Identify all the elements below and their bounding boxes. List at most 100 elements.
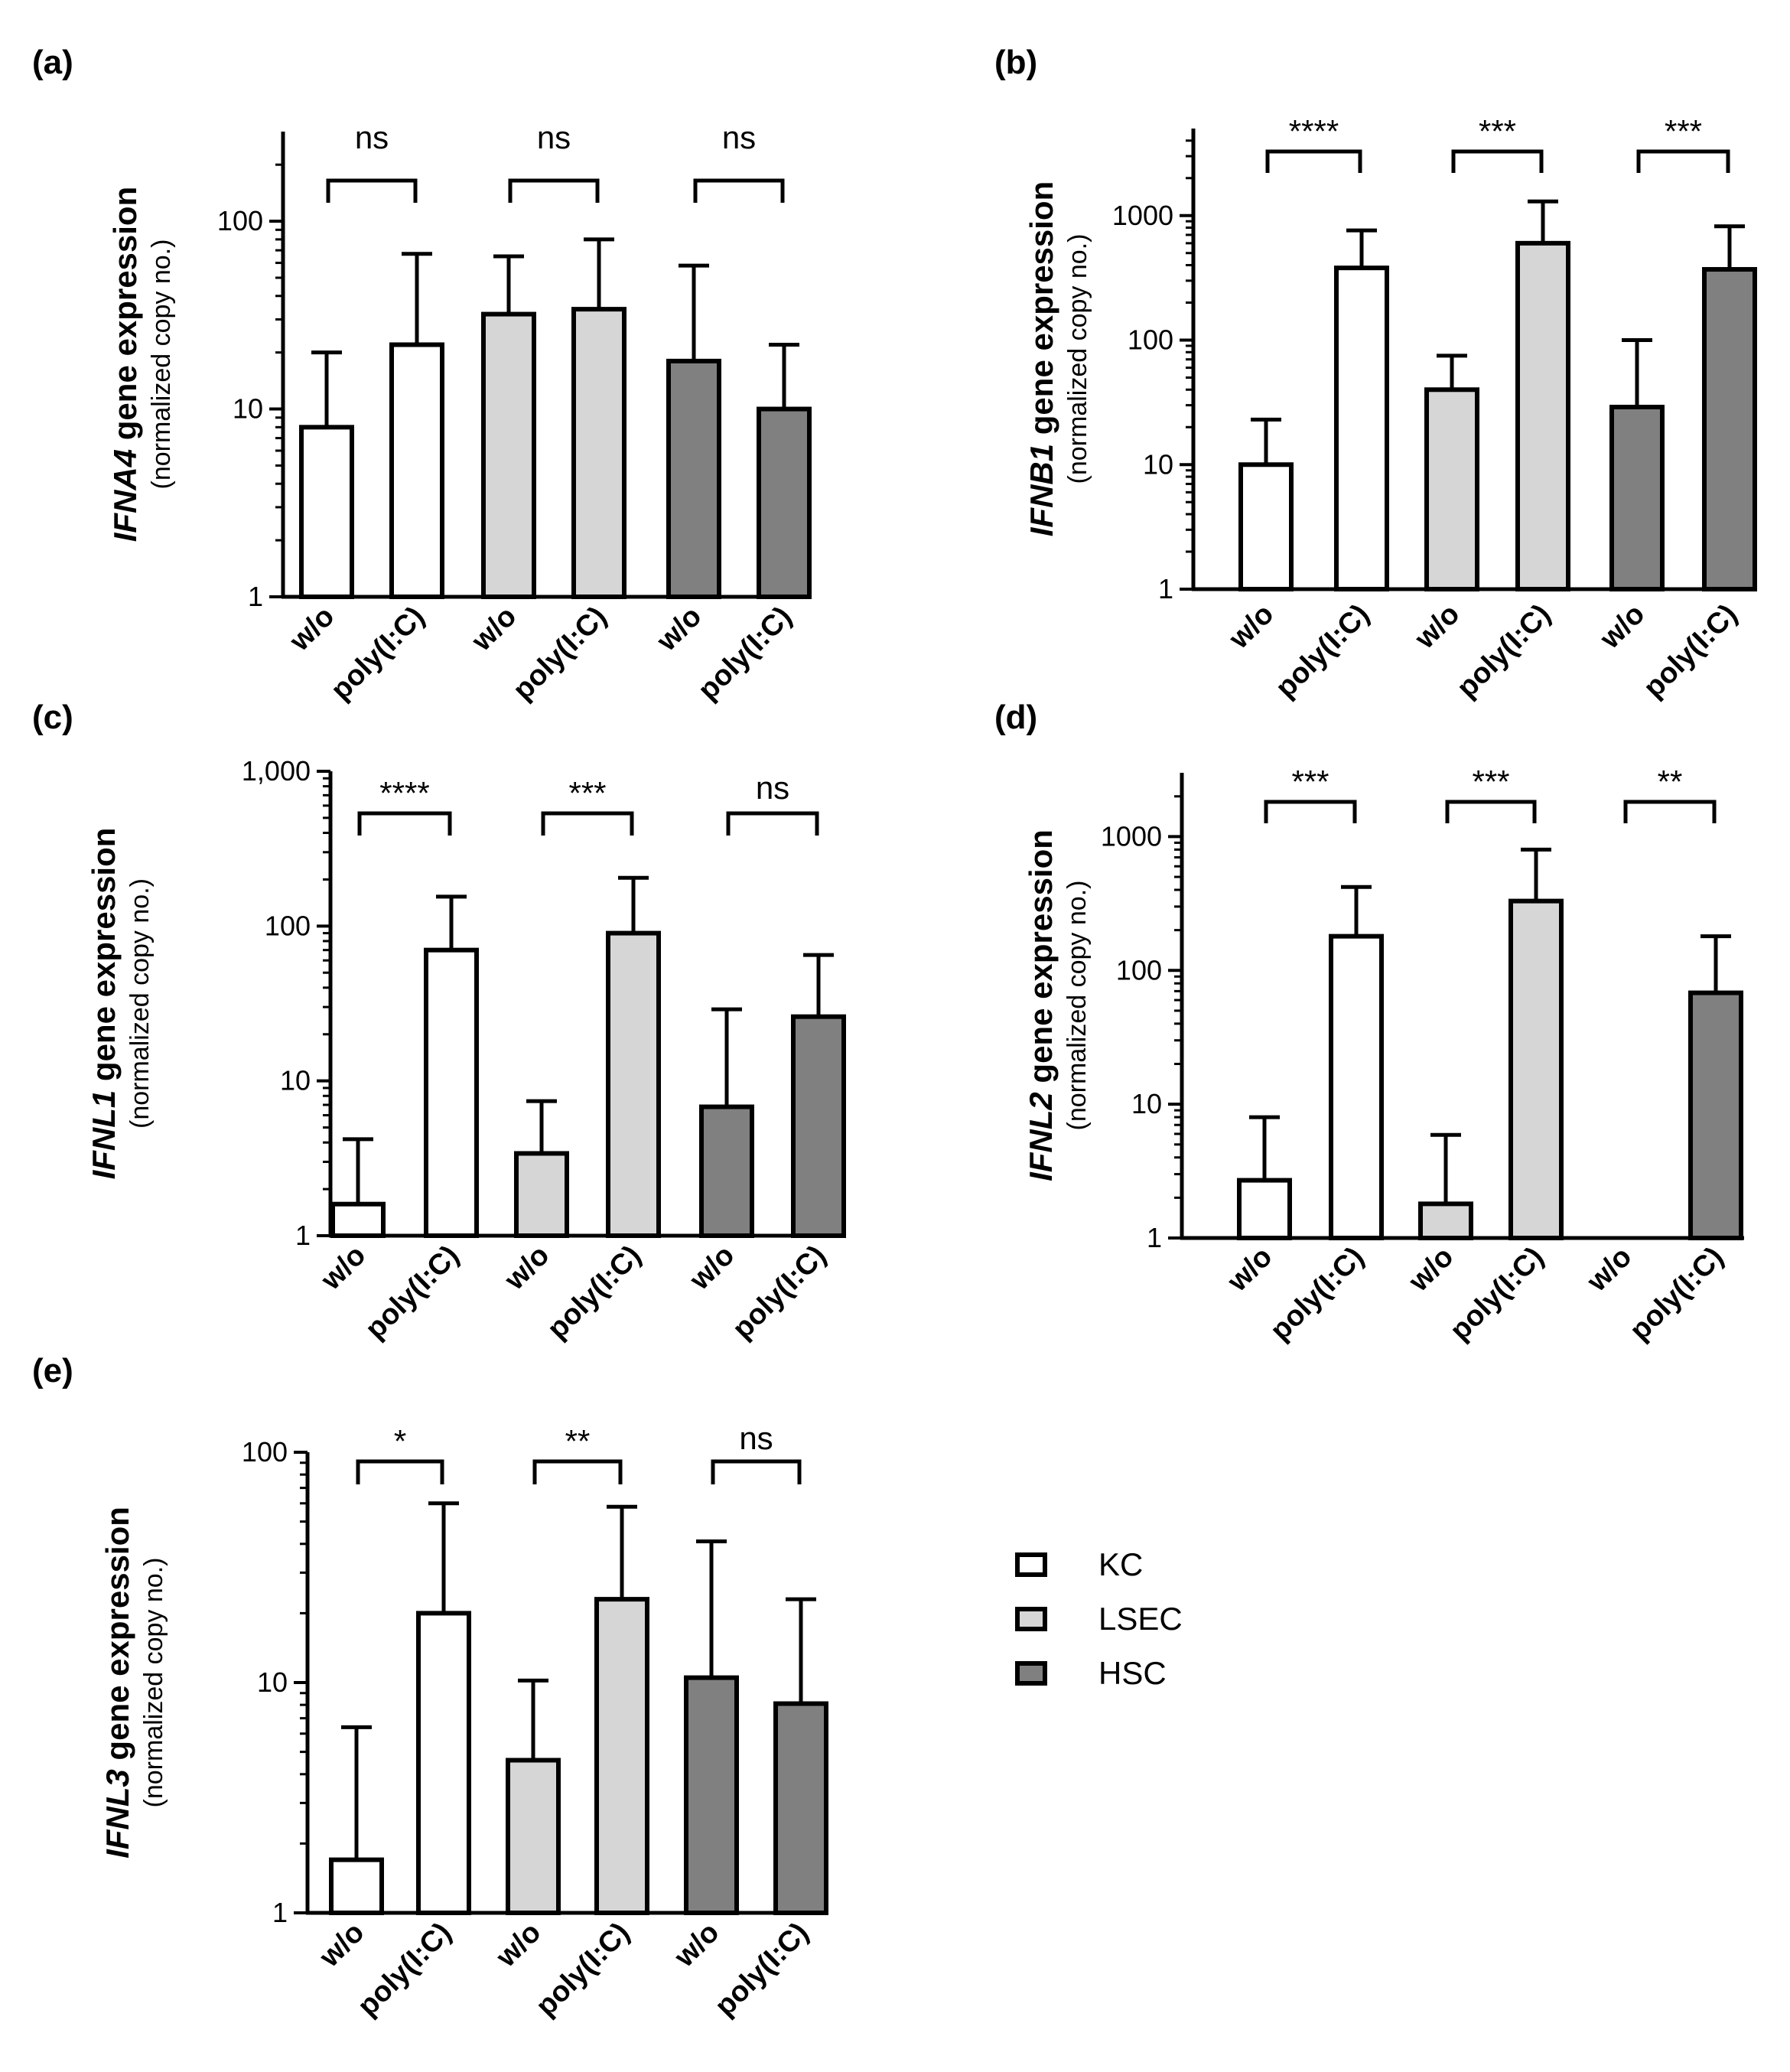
x-category-label: poly(I:C)	[1624, 1241, 1730, 1347]
significance-label: **	[565, 1423, 591, 1459]
chart-ifnl3: (e) IFNL3 gene expression (normalized copy…	[32, 1352, 828, 2023]
bar-kc	[424, 947, 479, 1238]
x-category-label: w/o	[1402, 1241, 1460, 1298]
charts-layer: (a)IFNA4 gene expression (normalized copy…	[32, 44, 1757, 2023]
x-category-label: poly(I:C)	[507, 601, 613, 707]
y-axis-title: IFNA4 gene expression	[107, 187, 143, 542]
legend-label-kc: KC	[1098, 1546, 1143, 1582]
legend-item-hsc: HSC	[1015, 1655, 1167, 1691]
y-axis-title-gene: IFNB1	[1024, 444, 1059, 536]
bar-hsc	[791, 1014, 846, 1238]
bar-lsec	[606, 930, 661, 1238]
bar-lsec	[1515, 240, 1570, 591]
y-tick-label: 1	[1147, 1222, 1162, 1253]
significance-bracket	[1636, 149, 1730, 173]
x-category-label: w/o	[683, 1240, 740, 1297]
x-category-label: w/o	[650, 601, 708, 658]
x-category-label: w/o	[314, 1240, 372, 1297]
significance-bracket	[1445, 800, 1537, 823]
x-category-label: w/o	[313, 1917, 370, 1974]
bar-hsc	[666, 358, 721, 599]
x-category-label: poly(I:C)	[727, 1240, 833, 1346]
bar-hsc	[1688, 990, 1743, 1241]
bar-lsec	[571, 307, 626, 599]
x-category-label: poly(I:C)	[1270, 598, 1376, 705]
x-category-label: w/o	[1580, 1241, 1638, 1298]
y-axis-title-rest: gene expression	[86, 828, 122, 1090]
x-category-label: poly(I:C)	[1638, 598, 1744, 705]
x-category-label: poly(I:C)	[1444, 1241, 1551, 1347]
significance-label: **	[1658, 764, 1683, 800]
y-tick-label: 1	[272, 1897, 288, 1928]
significance-bracket	[1264, 800, 1357, 823]
y-tick-label: 1	[1158, 573, 1173, 604]
significance-label: ns	[355, 119, 389, 155]
significance-label: ***	[1291, 764, 1329, 800]
x-category-label: poly(I:C)	[360, 1240, 466, 1346]
y-tick-label: 100	[265, 910, 311, 941]
bar-kc	[1329, 933, 1384, 1240]
bar-kc	[389, 342, 444, 599]
y-axis-subtitle: (normalized copy no.)	[1063, 234, 1092, 484]
significance-bracket	[693, 178, 785, 203]
x-category-label: poly(I:C)	[530, 1917, 636, 2023]
x-category-label: poly(I:C)	[1264, 1241, 1371, 1347]
legend-swatch-hsc	[1015, 1661, 1047, 1686]
y-tick-label: 10	[257, 1666, 288, 1698]
y-axis-subtitle: (normalized copy no.)	[139, 1558, 168, 1808]
y-axis-title-rest: gene expression	[1024, 181, 1059, 444]
significance-bracket	[1451, 149, 1544, 173]
x-category-label: w/o	[283, 601, 340, 658]
legend-label-hsc: HSC	[1098, 1655, 1167, 1691]
y-tick-label: 10	[233, 393, 263, 425]
significance-label: ***	[1665, 113, 1702, 149]
bar-kc	[1237, 1178, 1292, 1240]
y-tick-label: 10	[280, 1065, 311, 1096]
bar-lsec	[514, 1151, 569, 1239]
x-category-label: poly(I:C)	[542, 1240, 648, 1346]
significance-label: ****	[1289, 113, 1339, 149]
y-axis-title-rest: gene expression	[1023, 829, 1059, 1092]
panel-label: (d)	[994, 699, 1037, 736]
chart-ifnl1: (c) IFNL1 gene expression (normalized copy…	[32, 699, 846, 1346]
x-category-label: w/o	[1221, 1241, 1278, 1298]
significance-label: ns	[722, 119, 756, 155]
chart-ifnl2: (d) IFNL2 gene expression (normalized copy…	[994, 699, 1744, 1347]
y-axis-title: IFNL2 gene expression	[1023, 829, 1059, 1181]
significance-bracket	[357, 811, 452, 836]
x-category-label: w/o	[490, 1917, 547, 1974]
significance-bracket	[711, 1459, 802, 1484]
legend-label-lsec: LSEC	[1098, 1601, 1183, 1637]
y-axis-subtitle: (normalized copy no.)	[125, 878, 155, 1129]
bar-lsec	[1508, 898, 1564, 1241]
bar-lsec	[1418, 1201, 1473, 1241]
x-category-label: poly(I:C)	[709, 1917, 815, 2023]
panel-label: (b)	[994, 44, 1037, 81]
panel-label: (e)	[32, 1352, 73, 1389]
significance-label: ****	[379, 775, 429, 811]
bar-kc	[1238, 462, 1294, 592]
y-tick-label: 100	[242, 1436, 288, 1468]
x-category-label: poly(I:C)	[352, 1917, 458, 2023]
bar-kc	[416, 1611, 471, 1915]
bar-hsc	[1609, 404, 1665, 591]
significance-label: ns	[756, 770, 789, 806]
bar-hsc	[684, 1675, 739, 1916]
x-category-label: w/o	[465, 601, 522, 658]
significance-bracket	[508, 178, 600, 203]
y-axis-title: IFNL3 gene expression	[99, 1507, 135, 1859]
y-tick-label: 100	[1128, 324, 1173, 356]
bar-hsc	[1702, 267, 1757, 591]
significance-bracket	[326, 178, 418, 203]
y-tick-label: 1	[248, 581, 263, 612]
significance-bracket	[356, 1459, 444, 1484]
bar-kc	[329, 1857, 384, 1915]
y-axis-title-rest: gene expression	[99, 1507, 135, 1769]
x-category-label: poly(I:C)	[692, 601, 799, 707]
significance-bracket	[726, 811, 819, 836]
legend-item-kc: KC	[1015, 1546, 1143, 1582]
y-tick-label: 1000	[1112, 200, 1173, 231]
significance-label: ***	[1479, 113, 1516, 149]
y-tick-label: 100	[1116, 954, 1162, 986]
